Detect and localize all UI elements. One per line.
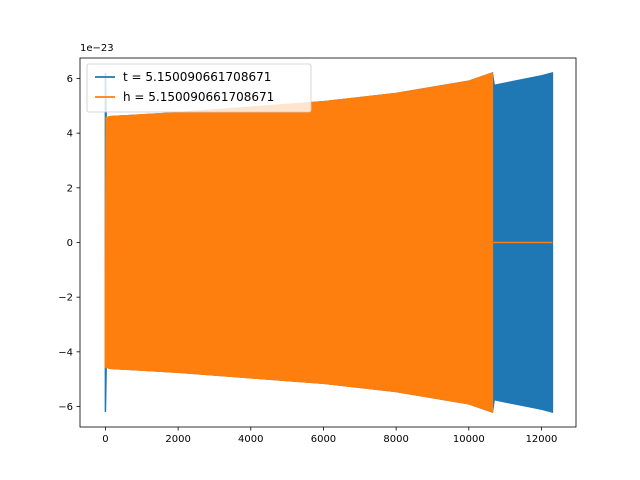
y-offset-label: 1e−23 <box>80 43 114 54</box>
y-tick-label: 4 <box>67 129 73 140</box>
x-tick-label: 12000 <box>526 434 558 445</box>
x-tick-label: 6000 <box>311 434 336 445</box>
y-tick-label: −4 <box>58 347 73 358</box>
x-tick-label: 4000 <box>238 434 263 445</box>
legend-label: t = 5.150090661708671 <box>123 70 271 84</box>
x-tick-label: 0 <box>102 434 108 445</box>
x-tick-label: 8000 <box>383 434 408 445</box>
y-tick-label: 6 <box>67 74 73 85</box>
legend-label: h = 5.150090661708671 <box>123 90 274 104</box>
y-tick-label: −6 <box>58 402 73 413</box>
series-1-band <box>104 71 494 414</box>
plot-area <box>104 71 554 414</box>
x-tick-label: 2000 <box>165 434 190 445</box>
y-tick-label: 2 <box>67 183 73 194</box>
axes: 0 2000 4000 6000 8000 10000 12000 −6 −4 −2 0 2 4 6 <box>58 57 577 445</box>
y-tick-label: 0 <box>67 238 73 249</box>
y-tick-label: −2 <box>58 293 73 304</box>
legend: t = 5.150090661708671 h = 5.1500906617086… <box>86 63 312 113</box>
legend-frame <box>86 63 312 113</box>
x-tick-label: 10000 <box>453 434 485 445</box>
